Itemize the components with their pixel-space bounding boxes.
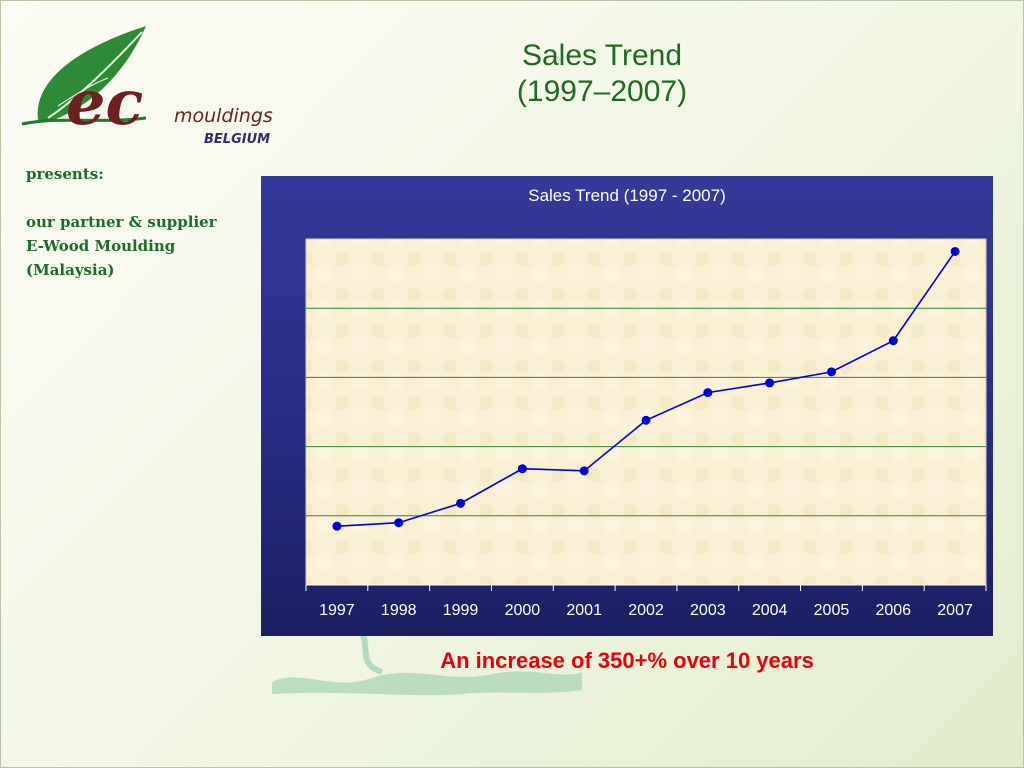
logo-location: BELGIUM xyxy=(204,132,270,147)
x-tick-label-2002: 2002 xyxy=(628,602,664,619)
partner-line-1: our partner & supplier xyxy=(26,213,217,231)
x-tick-label-2005: 2005 xyxy=(814,602,850,619)
chart-title: Sales Trend (1997 - 2007) xyxy=(528,186,726,205)
x-tick-label-2000: 2000 xyxy=(505,602,541,619)
logo-brand: ec xyxy=(66,66,143,139)
data-point-2007 xyxy=(950,246,960,256)
slide-title-line-2: (1997–2007) xyxy=(516,75,688,108)
ec-mouldings-logo: ec mouldings BELGIUM xyxy=(21,26,273,147)
data-point-2002 xyxy=(641,415,651,425)
data-point-1999 xyxy=(456,498,466,508)
plot-area xyxy=(305,238,987,586)
x-tick-label-2001: 2001 xyxy=(566,602,602,619)
x-tick-label-2007: 2007 xyxy=(937,602,973,619)
data-point-2004 xyxy=(765,378,775,388)
chart-panel: Sales Trend (1997 - 2007) 1997 1998 1999 20… xyxy=(261,176,993,636)
decorative-wave xyxy=(272,632,582,696)
data-point-2005 xyxy=(826,367,836,377)
data-point-1997 xyxy=(332,521,342,531)
leaf-icon xyxy=(21,26,147,126)
x-tick-label-2006: 2006 xyxy=(875,602,911,619)
partner-line-2: E-Wood Moulding xyxy=(26,237,176,255)
slide-title-line-1: Sales Trend xyxy=(521,39,683,72)
data-point-2000 xyxy=(517,464,527,474)
x-tick-label-1999: 1999 xyxy=(443,602,479,619)
presents-block: presents: our partner & supplier E-Wood … xyxy=(26,162,246,282)
x-tick-label-1997: 1997 xyxy=(319,602,355,619)
slide-title: Sales Trend (1997–2007) xyxy=(420,38,784,110)
x-tick-label-2003: 2003 xyxy=(690,602,726,619)
logo-brand-sub: mouldings xyxy=(174,105,273,127)
x-tick-label-2004: 2004 xyxy=(752,602,788,619)
data-point-2006 xyxy=(888,336,898,346)
sales-trend-chart: Sales Trend (1997 - 2007) 1997 1998 1999 20… xyxy=(305,186,987,619)
partner-line-3: (Malaysia) xyxy=(26,261,115,279)
presents-label: presents: xyxy=(26,165,104,183)
increase-caption: An increase of 350+% over 10 years xyxy=(440,648,814,673)
x-tick-label-1998: 1998 xyxy=(381,602,417,619)
data-point-2003 xyxy=(703,388,713,398)
data-point-2001 xyxy=(579,466,589,476)
data-point-1998 xyxy=(394,518,404,528)
